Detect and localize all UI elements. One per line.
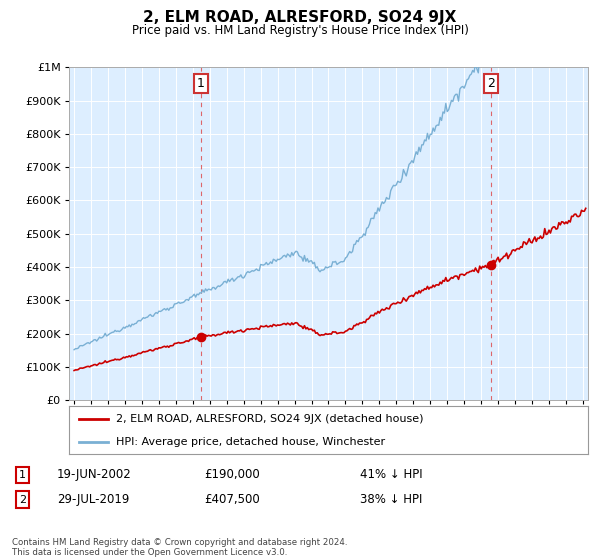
Text: 2: 2	[19, 494, 26, 505]
Text: 41% ↓ HPI: 41% ↓ HPI	[360, 468, 422, 482]
Text: Contains HM Land Registry data © Crown copyright and database right 2024.
This d: Contains HM Land Registry data © Crown c…	[12, 538, 347, 557]
Text: 19-JUN-2002: 19-JUN-2002	[57, 468, 132, 482]
Text: Price paid vs. HM Land Registry's House Price Index (HPI): Price paid vs. HM Land Registry's House …	[131, 24, 469, 36]
Text: HPI: Average price, detached house, Winchester: HPI: Average price, detached house, Winc…	[116, 437, 385, 447]
Text: 38% ↓ HPI: 38% ↓ HPI	[360, 493, 422, 506]
Text: 2, ELM ROAD, ALRESFORD, SO24 9JX: 2, ELM ROAD, ALRESFORD, SO24 9JX	[143, 10, 457, 25]
Text: £190,000: £190,000	[204, 468, 260, 482]
Text: 1: 1	[19, 470, 26, 480]
Text: 2, ELM ROAD, ALRESFORD, SO24 9JX (detached house): 2, ELM ROAD, ALRESFORD, SO24 9JX (detach…	[116, 414, 423, 424]
Text: 2: 2	[487, 77, 495, 90]
Text: 29-JUL-2019: 29-JUL-2019	[57, 493, 130, 506]
Text: £407,500: £407,500	[204, 493, 260, 506]
Text: 1: 1	[197, 77, 205, 90]
